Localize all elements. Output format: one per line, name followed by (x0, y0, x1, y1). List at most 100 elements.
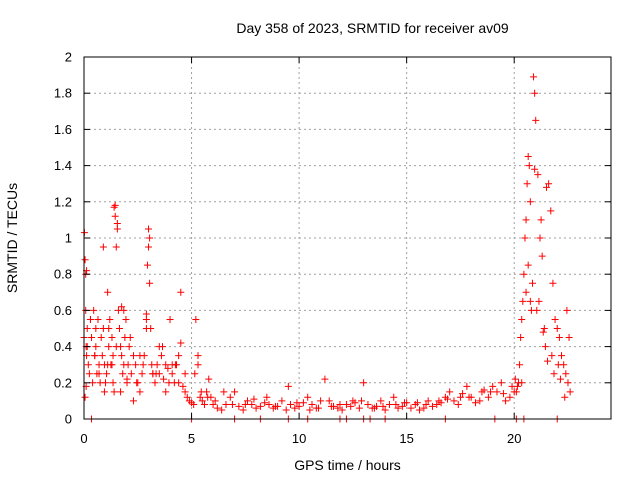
chart-title: Day 358 of 2023, SRMTID for receiver av0… (236, 20, 509, 36)
data-point (228, 401, 236, 409)
data-point (563, 306, 571, 314)
data-point (497, 379, 505, 387)
data-point (364, 401, 372, 409)
axis-ticks: 00.20.40.60.811.21.41.61.820 5 10 15 20 (54, 50, 611, 446)
data-point (536, 234, 544, 242)
data-point (175, 352, 183, 360)
data-point (143, 261, 151, 269)
data-point (183, 393, 191, 401)
data-point (153, 361, 161, 369)
data-point (291, 404, 299, 412)
data-point (129, 352, 137, 360)
data-point (252, 404, 260, 412)
data-point (222, 401, 230, 409)
data-point (517, 334, 525, 342)
data-point (175, 379, 183, 387)
data-point (190, 401, 198, 409)
data-point (105, 343, 113, 351)
data-point (336, 401, 344, 409)
data-point (88, 334, 96, 342)
data-point (179, 382, 187, 390)
data-point (489, 382, 497, 390)
x-tick-label: 15 (399, 431, 413, 446)
data-point (177, 339, 185, 347)
data-point (284, 382, 292, 390)
data-point (550, 370, 558, 378)
data-point (561, 393, 569, 401)
data-point (533, 306, 541, 314)
data-point (136, 388, 144, 396)
data-point (526, 297, 534, 305)
data-point (558, 352, 566, 360)
data-point (166, 315, 174, 323)
data-point (321, 375, 329, 383)
data-point (138, 370, 146, 378)
data-point (81, 393, 89, 401)
data-point (181, 370, 189, 378)
data-point (392, 401, 400, 409)
data-point (523, 180, 531, 188)
data-point (90, 306, 98, 314)
data-point (347, 402, 355, 410)
data-point (522, 288, 530, 296)
data-point (119, 370, 127, 378)
data-point (84, 361, 92, 369)
data-point (226, 393, 234, 401)
data-point (525, 162, 533, 170)
data-point (118, 352, 126, 360)
data-point (541, 343, 549, 351)
data-point (239, 406, 247, 414)
data-point (342, 401, 350, 409)
data-point (218, 406, 226, 414)
data-point (338, 406, 346, 414)
data-point (422, 401, 430, 409)
data-point (118, 303, 126, 311)
data-point (92, 325, 100, 332)
data-point (355, 404, 363, 412)
data-point (145, 243, 153, 251)
data-point (511, 375, 519, 383)
data-point (139, 361, 147, 369)
data-point (547, 207, 555, 215)
data-point (566, 388, 574, 396)
data-point (194, 361, 202, 369)
data-point (192, 315, 200, 323)
data-point (564, 379, 572, 387)
data-point (111, 212, 119, 220)
data-point (379, 402, 387, 410)
data-point (142, 310, 150, 318)
x-tick-label: 5 (188, 431, 195, 446)
data-point (142, 325, 150, 332)
data-point (454, 401, 462, 409)
data-point (499, 390, 507, 398)
y-tick-label: 1.4 (54, 158, 72, 173)
data-point (191, 370, 199, 378)
data-point (95, 370, 103, 378)
data-point (197, 388, 205, 396)
data-point (86, 315, 94, 323)
data-point (146, 279, 154, 287)
data-point (551, 315, 559, 323)
data-point (531, 89, 539, 97)
data-point (209, 401, 217, 409)
data-point (265, 401, 273, 409)
data-point (92, 343, 100, 351)
data-point (542, 183, 550, 191)
data-point (433, 401, 441, 409)
data-point (125, 343, 133, 351)
data-point (416, 406, 424, 414)
data-point (162, 388, 170, 396)
data-point (394, 404, 402, 412)
data-point (508, 382, 516, 390)
data-point (94, 315, 102, 323)
data-point (293, 399, 301, 407)
data-point (518, 379, 526, 387)
data-point (565, 334, 573, 342)
data-point (526, 198, 534, 206)
data-point (407, 404, 415, 412)
data-point (145, 225, 153, 233)
data-point (349, 397, 357, 405)
data-point (413, 399, 421, 407)
data-point (524, 261, 532, 269)
data-point (520, 270, 528, 278)
